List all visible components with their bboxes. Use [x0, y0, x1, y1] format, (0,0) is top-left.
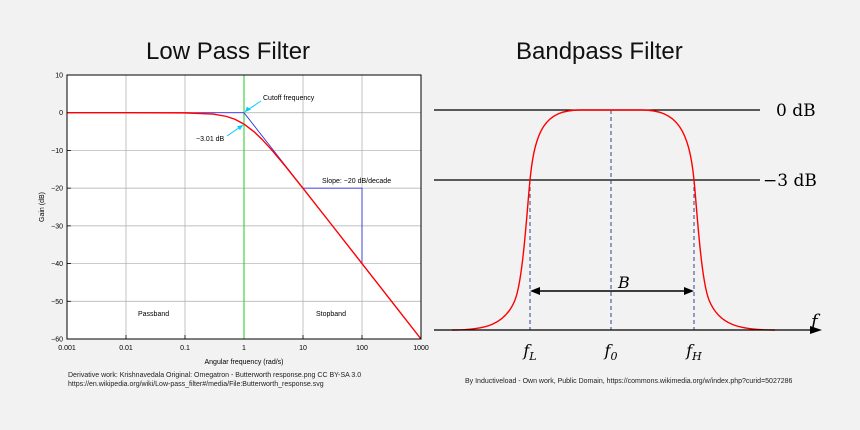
cutoff-annotation: Cutoff frequency — [263, 95, 315, 102]
fH-label-main: f — [685, 341, 695, 360]
fL-label: fL — [522, 341, 536, 363]
x-tick-label: 0.1 — [180, 345, 190, 352]
lowpass-title: Low Pass Filter — [146, 38, 311, 65]
fL-label-main: f — [522, 341, 532, 360]
credit-left-line2: https://en.wikipedia.org/wiki/Low-pass_f… — [68, 381, 324, 388]
slope-annotation: Slope: −20 dB/decade — [322, 178, 391, 185]
zero-db-label: 0 dB — [776, 101, 816, 121]
x-tick-label: 10 — [299, 345, 307, 352]
credit-right: By Inductiveload - Own work, Public Doma… — [465, 378, 793, 385]
x-tick-label: 0.001 — [58, 345, 76, 352]
plot-frame — [66, 74, 422, 340]
y-tick-label: −10 — [51, 148, 63, 155]
f0-label: f0 — [604, 341, 618, 363]
bandwidth-label: B — [617, 273, 630, 292]
y-tick-label: −40 — [51, 261, 63, 268]
fL-label-subscript: L — [528, 350, 536, 363]
minus3-db-label: −3 dB — [763, 171, 817, 191]
cutoff-arrowhead — [245, 106, 251, 112]
stopband-label: Stopband — [316, 311, 346, 318]
slope-triangle — [303, 187, 363, 264]
y-axis-label: Gain (dB) — [39, 192, 46, 222]
x-tick-label: 1000 — [413, 345, 429, 352]
bandwidth-arrowhead-right — [684, 287, 694, 295]
db3-annotation: −3.01 dB — [196, 136, 225, 143]
credit-left: Derivative work: Krishnavedala Original:… — [68, 371, 408, 389]
frequency-axis-label: f — [809, 311, 821, 332]
f0-label-subscript: 0 — [610, 350, 617, 363]
y-tick-label: −20 — [51, 186, 63, 193]
x-tick-label: 0.01 — [119, 345, 133, 352]
x-axis-label: Angular frequency (rad/s) — [205, 359, 284, 366]
x-tick-label: 100 — [356, 345, 368, 352]
bandpass-curve — [451, 109, 776, 331]
credit-left-line1: Derivative work: Krishnavedala Original:… — [68, 372, 362, 379]
y-tick-label: 10 — [55, 73, 63, 80]
frequency-axis-arrowhead — [810, 326, 822, 334]
y-tick-label: −50 — [51, 299, 63, 306]
y-tick-label: −30 — [51, 223, 63, 230]
y-tick-label: −60 — [51, 337, 63, 344]
fH-label: fH — [685, 341, 702, 363]
y-tick-label: 0 — [59, 110, 63, 117]
fH-label-subscript: H — [691, 350, 702, 363]
db3-arrowhead — [237, 125, 243, 131]
f0-label-main: f — [604, 341, 614, 360]
bandpass-title: Bandpass Filter — [516, 38, 683, 65]
response-curve — [67, 112, 422, 340]
passband-label: Passband — [138, 311, 169, 318]
x-tick-label: 1 — [242, 345, 246, 352]
bandwidth-arrowhead-left — [530, 287, 540, 295]
